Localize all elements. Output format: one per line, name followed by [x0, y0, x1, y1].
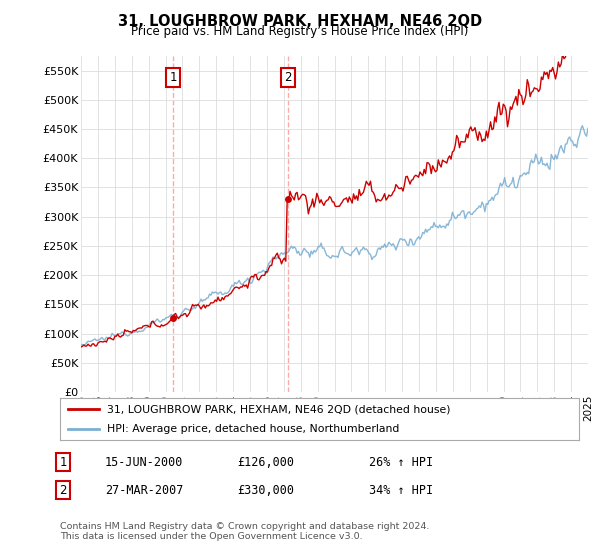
- Text: 2: 2: [284, 71, 292, 84]
- Text: 1: 1: [169, 71, 177, 84]
- Text: £126,000: £126,000: [237, 455, 294, 469]
- Text: 31, LOUGHBROW PARK, HEXHAM, NE46 2QD: 31, LOUGHBROW PARK, HEXHAM, NE46 2QD: [118, 14, 482, 29]
- Text: 2: 2: [59, 483, 67, 497]
- Text: 31, LOUGHBROW PARK, HEXHAM, NE46 2QD (detached house): 31, LOUGHBROW PARK, HEXHAM, NE46 2QD (de…: [107, 404, 450, 414]
- Text: Price paid vs. HM Land Registry’s House Price Index (HPI): Price paid vs. HM Land Registry’s House …: [131, 25, 469, 38]
- Text: Contains HM Land Registry data © Crown copyright and database right 2024.
This d: Contains HM Land Registry data © Crown c…: [60, 522, 430, 542]
- Text: HPI: Average price, detached house, Northumberland: HPI: Average price, detached house, Nort…: [107, 424, 399, 433]
- Text: 1: 1: [59, 455, 67, 469]
- Text: 15-JUN-2000: 15-JUN-2000: [105, 455, 184, 469]
- Text: 34% ↑ HPI: 34% ↑ HPI: [369, 483, 433, 497]
- Text: 27-MAR-2007: 27-MAR-2007: [105, 483, 184, 497]
- Text: £330,000: £330,000: [237, 483, 294, 497]
- Text: 26% ↑ HPI: 26% ↑ HPI: [369, 455, 433, 469]
